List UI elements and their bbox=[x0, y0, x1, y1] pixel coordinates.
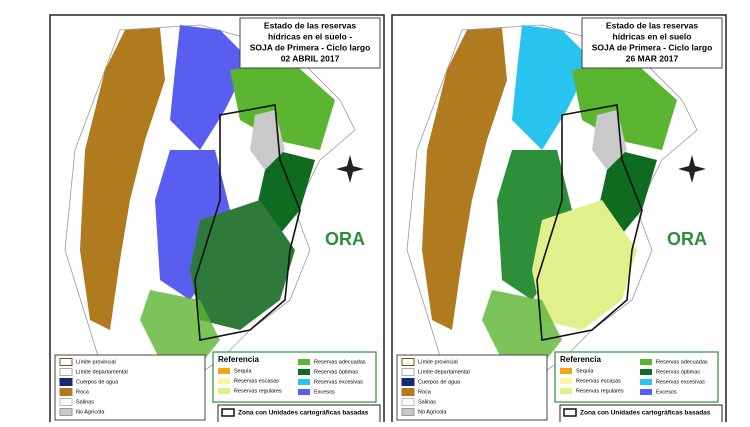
zone-north bbox=[512, 25, 592, 150]
compass bbox=[678, 155, 706, 183]
reference-legend bbox=[212, 351, 377, 403]
title-box bbox=[581, 17, 723, 69]
reference-label: Excesos bbox=[656, 389, 677, 395]
reference-swatch bbox=[640, 369, 652, 375]
zone-outline bbox=[194, 104, 301, 341]
legend-swatch bbox=[59, 378, 73, 386]
legend-swatch bbox=[59, 398, 73, 406]
reference-swatch bbox=[298, 379, 310, 385]
reference-swatch bbox=[298, 389, 310, 395]
map-title: hídricas en el suelo - bbox=[268, 31, 352, 41]
reference-swatch bbox=[218, 368, 230, 374]
legend-swatch bbox=[401, 368, 415, 376]
reference-label: Reservas escasas bbox=[234, 378, 279, 384]
legend-label: Salinas bbox=[418, 399, 436, 405]
zone-outline bbox=[536, 104, 643, 341]
logo: ORA bbox=[667, 229, 707, 249]
reference-title: Referencia bbox=[218, 355, 259, 364]
reference-swatch bbox=[298, 369, 310, 375]
zone-north bbox=[170, 25, 250, 150]
reference-label: Reservas óptimas bbox=[656, 369, 700, 375]
rock-zone bbox=[422, 28, 507, 330]
reference-label: Sequía bbox=[576, 368, 594, 374]
legend-swatch bbox=[401, 378, 415, 386]
reference-swatch bbox=[218, 378, 230, 384]
reference-label: Reservas excesivas bbox=[314, 379, 363, 385]
rock-zone bbox=[80, 28, 165, 330]
logo: ORA bbox=[325, 229, 365, 249]
legend-label: Límite provincial bbox=[76, 359, 116, 365]
reference-label: Reservas adecuadas bbox=[314, 359, 366, 365]
reference-label: Reservas adecuadas bbox=[656, 359, 708, 365]
legend-label: Roca bbox=[418, 389, 432, 395]
legend-label: No Agrícola bbox=[76, 409, 105, 415]
legend-label: Límite departamental bbox=[76, 369, 128, 375]
legend-swatch bbox=[401, 408, 415, 416]
reference-label: Reservas regulares bbox=[576, 388, 624, 394]
legend-label: Salinas bbox=[76, 399, 94, 405]
map-title: Estado de las reservas bbox=[606, 20, 698, 30]
legend-swatch bbox=[59, 368, 73, 376]
legend-swatch bbox=[59, 388, 73, 396]
zone-note: Zona con Unidades cartográficas basadas bbox=[580, 410, 711, 417]
reference-swatch bbox=[640, 359, 652, 365]
map-title: Estado de las reservas bbox=[264, 20, 356, 30]
legend-swatch bbox=[401, 388, 415, 396]
base-legend bbox=[54, 354, 206, 421]
reference-swatch bbox=[640, 389, 652, 395]
legend-label: Límite departamental bbox=[418, 369, 470, 375]
reference-label: Reservas escasas bbox=[576, 378, 621, 384]
zone-pampa bbox=[190, 200, 295, 330]
reference-swatch bbox=[560, 388, 572, 394]
legend-label: Límite provincial bbox=[418, 359, 458, 365]
zone-south bbox=[482, 290, 562, 365]
reference-title: Referencia bbox=[560, 355, 601, 364]
zone-pampa bbox=[532, 200, 637, 330]
title-box bbox=[239, 17, 381, 69]
legend-label: Cuerpos de agua bbox=[418, 379, 461, 385]
reference-swatch bbox=[298, 359, 310, 365]
zone-south bbox=[140, 290, 220, 365]
legend-label: No Agrícola bbox=[418, 409, 447, 415]
map-title: 26 MAR 2017 bbox=[626, 53, 679, 63]
legend-label: Roca bbox=[76, 389, 90, 395]
legend-label: Cuerpos de agua bbox=[76, 379, 119, 385]
legend-swatch bbox=[59, 358, 73, 366]
reference-label: Excesos bbox=[314, 389, 335, 395]
map-title: 02 ABRIL 2017 bbox=[281, 53, 340, 63]
reference-label: Reservas regulares bbox=[234, 388, 282, 394]
zone-swatch bbox=[221, 408, 235, 417]
map-title: SOJA de Primera - Ciclo largo bbox=[250, 42, 371, 52]
legend-swatch bbox=[401, 358, 415, 366]
reference-swatch bbox=[640, 379, 652, 385]
reference-legend bbox=[554, 351, 719, 403]
base-legend bbox=[396, 354, 548, 421]
reference-swatch bbox=[218, 388, 230, 394]
reference-swatch bbox=[560, 368, 572, 374]
reference-label: Reservas óptimas bbox=[314, 369, 358, 375]
map-title: hídricas en el suelo bbox=[613, 31, 692, 41]
compass bbox=[336, 155, 364, 183]
reference-label: Sequía bbox=[234, 368, 252, 374]
zone-swatch bbox=[563, 408, 577, 417]
map-title: SOJA de Primera - Ciclo largo bbox=[592, 42, 713, 52]
legend-swatch bbox=[401, 398, 415, 406]
reference-label: Reservas excesivas bbox=[656, 379, 705, 385]
legend-swatch bbox=[59, 408, 73, 416]
reference-swatch bbox=[560, 378, 572, 384]
zone-note: Zona con Unidades cartográficas basadas bbox=[238, 410, 369, 417]
